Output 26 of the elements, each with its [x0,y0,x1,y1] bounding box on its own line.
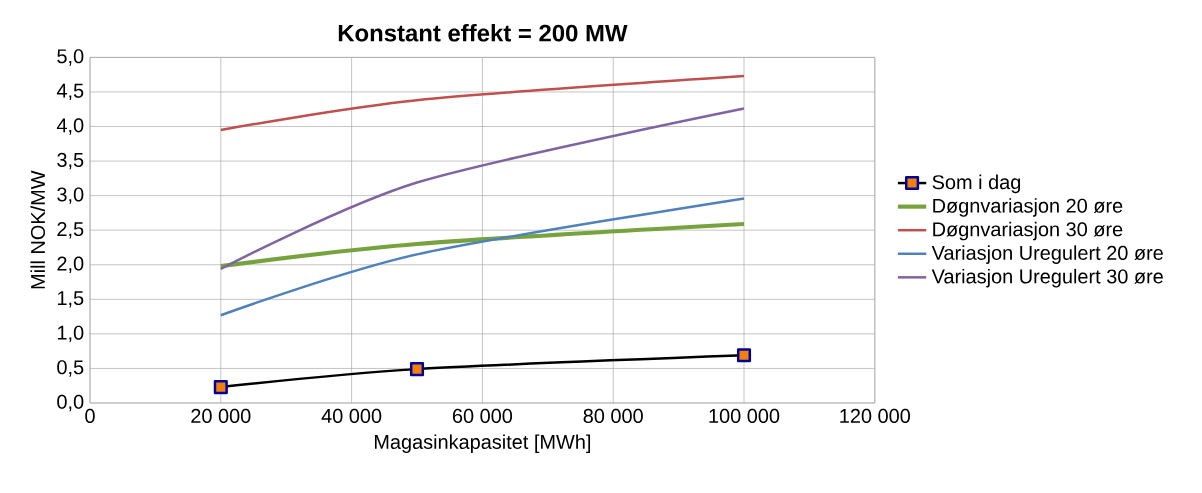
y-tick-label: 0,5 [57,360,84,377]
x-tick-label: 120 000 [840,408,911,423]
x-tick-label: 40 000 [321,408,382,423]
y-tick-label: 5,0 [57,49,84,66]
y-tick-label: 3,5 [57,152,84,170]
x-tick-label: 80 000 [583,408,643,423]
y-tick-label: 1,5 [57,291,84,308]
legend-label: Døgnvariasjon 30 øre [933,221,1123,241]
x-axis-title: Magasinkapasitet [MWh] [374,434,591,453]
y-axis-title: Mill NOK/MW [30,170,46,289]
x-tick-label: 100 000 [709,408,780,423]
x-tick-label: 20 000 [191,408,251,423]
y-tick-label: 1,0 [57,325,84,343]
legend-label: Som i dag [932,174,1021,194]
y-tick-label: 2,0 [57,256,84,273]
y-tick-label: 4,5 [56,83,84,101]
legend-label: Døgnvariasjon 20 øre [933,198,1123,217]
x-tick-label: 0 [85,408,95,423]
y-tick-label: 2,5 [57,221,84,239]
y-tick-label: 0,0 [57,394,84,412]
x-tick-label: 60 000 [452,408,513,423]
y-tick-label: 4,0 [56,118,84,135]
chart-title: Konstant effekt = 200 MW [338,24,628,42]
legend-label: Variasjon Uregulert 20 øre [931,245,1163,264]
y-tick-label: 3,0 [57,187,84,204]
legend-label: Variasjon Uregulert 30 øre [931,268,1163,288]
